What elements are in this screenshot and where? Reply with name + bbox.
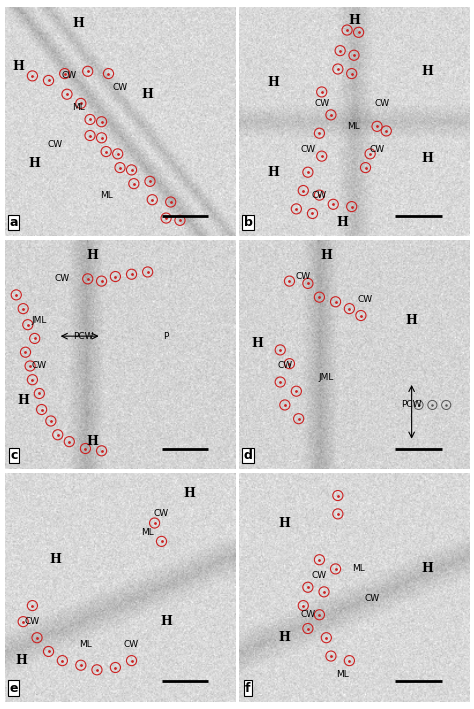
Text: CW: CW xyxy=(296,272,311,281)
Text: e: e xyxy=(9,681,18,695)
Text: H: H xyxy=(337,216,348,229)
Text: H: H xyxy=(49,553,62,566)
Text: CW: CW xyxy=(154,509,169,518)
Text: H: H xyxy=(86,435,98,448)
Text: f: f xyxy=(245,681,251,695)
Text: PCW: PCW xyxy=(73,332,93,340)
Text: CW: CW xyxy=(55,274,70,284)
Text: CW: CW xyxy=(301,145,316,154)
Text: CW: CW xyxy=(312,191,327,200)
Text: CW: CW xyxy=(48,140,63,149)
Text: ML: ML xyxy=(79,640,92,649)
Text: CW: CW xyxy=(374,99,389,108)
Text: H: H xyxy=(422,562,434,576)
Text: H: H xyxy=(73,16,84,30)
Text: H: H xyxy=(86,250,98,262)
Text: H: H xyxy=(422,152,434,165)
Text: H: H xyxy=(279,631,291,644)
Text: H: H xyxy=(142,88,154,101)
Text: H: H xyxy=(348,14,360,28)
Text: H: H xyxy=(160,615,172,628)
Text: H: H xyxy=(267,77,279,89)
Text: H: H xyxy=(422,65,434,78)
Text: ML: ML xyxy=(100,191,112,200)
Text: ML: ML xyxy=(141,527,154,537)
Text: CW: CW xyxy=(370,145,384,154)
Text: H: H xyxy=(17,394,29,407)
Text: ML: ML xyxy=(72,104,85,113)
Text: JML: JML xyxy=(319,373,334,382)
Text: H: H xyxy=(15,654,27,667)
Text: H: H xyxy=(13,60,25,73)
Text: H: H xyxy=(279,517,291,530)
Text: CW: CW xyxy=(62,72,77,80)
Text: b: b xyxy=(244,216,252,229)
Text: c: c xyxy=(10,449,18,462)
Text: CW: CW xyxy=(358,295,373,304)
Text: ML: ML xyxy=(347,122,360,131)
Text: ML: ML xyxy=(352,564,365,574)
Text: CW: CW xyxy=(112,83,128,92)
Text: CW: CW xyxy=(124,640,139,649)
Text: CW: CW xyxy=(25,617,40,626)
Text: CW: CW xyxy=(277,362,292,371)
Text: CW: CW xyxy=(314,99,329,108)
Text: CW: CW xyxy=(32,362,47,371)
Text: CW: CW xyxy=(365,594,380,603)
Text: H: H xyxy=(183,487,195,500)
Text: H: H xyxy=(29,157,41,169)
Text: H: H xyxy=(320,250,332,262)
Text: ML: ML xyxy=(336,670,349,679)
Text: JML: JML xyxy=(32,316,47,325)
Text: PCW: PCW xyxy=(401,401,422,410)
Text: H: H xyxy=(251,337,263,350)
Text: P: P xyxy=(164,332,169,340)
Text: CW: CW xyxy=(301,610,316,619)
Text: CW: CW xyxy=(312,571,327,580)
Text: H: H xyxy=(406,313,418,327)
Text: a: a xyxy=(9,216,18,229)
Text: d: d xyxy=(244,449,252,462)
Text: H: H xyxy=(267,166,279,179)
